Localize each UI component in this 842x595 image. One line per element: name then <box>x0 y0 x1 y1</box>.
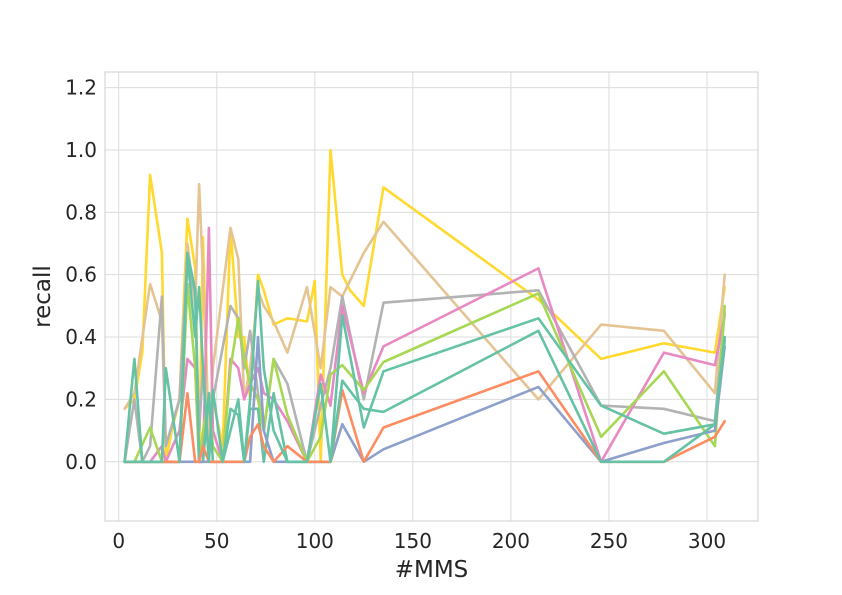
series-lines <box>123 148 727 464</box>
x-tick-label: 300 <box>688 529 726 553</box>
x-axis-label: #MMS <box>395 557 469 583</box>
x-tick-label: 50 <box>204 529 229 553</box>
y-tick-label: 0.8 <box>65 200 97 224</box>
plot-frame <box>104 71 759 522</box>
x-tick-label: 250 <box>590 529 628 553</box>
y-tick-label: 0.2 <box>65 387 97 411</box>
grid-lines <box>105 72 758 521</box>
series-line-9 <box>123 254 727 464</box>
x-tick-label: 100 <box>296 529 334 553</box>
x-tick-label: 0 <box>112 529 125 553</box>
y-axis-label: recall <box>30 265 56 328</box>
x-tick-label: 200 <box>492 529 530 553</box>
x-tick-label: 150 <box>394 529 432 553</box>
y-tick-label: 0.6 <box>65 263 97 287</box>
y-tick-label: 0.4 <box>65 325 97 349</box>
series-line-1 <box>123 148 727 464</box>
tick-labels: 0 50 100 150 200 250 300 0.0 0.2 0.4 0.6 0.8 1.0 1.2 <box>65 76 726 553</box>
y-tick-label: 1.0 <box>65 138 97 162</box>
y-tick-label: 0.0 <box>65 450 97 474</box>
y-tick-label: 1.2 <box>65 76 97 100</box>
series-line-3 <box>123 257 727 464</box>
